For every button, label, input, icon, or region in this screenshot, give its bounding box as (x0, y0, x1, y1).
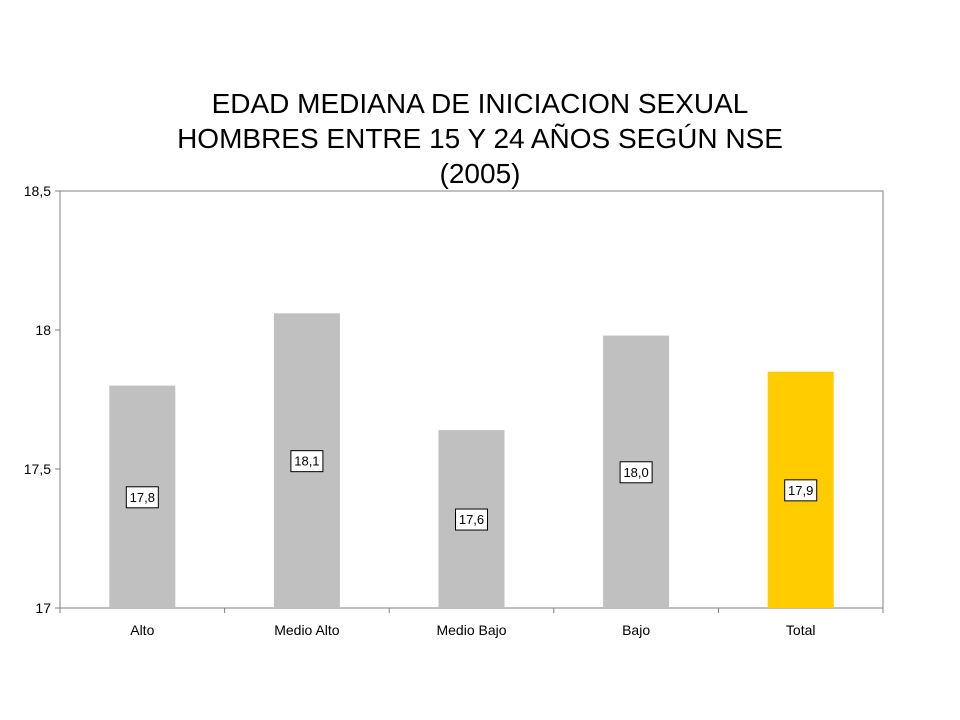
data-label: 18,1 (294, 454, 319, 469)
x-tick-label: Bajo (622, 622, 650, 638)
data-label-box (619, 461, 653, 484)
chart-title-line-3: (2005) (439, 158, 521, 189)
x-tick-label: Total (786, 622, 816, 638)
data-label-box (455, 508, 488, 531)
data-label: 17,8 (130, 490, 155, 505)
y-tick-label: 17 (35, 600, 51, 616)
data-label-box (125, 486, 159, 509)
chart-title: EDAD MEDIANA DE INICIACION SEXUAL HOMBRE… (0, 86, 960, 191)
y-tick-label: 17,5 (24, 461, 51, 477)
x-tick-label: Alto (130, 622, 154, 638)
data-label: 18,0 (623, 465, 648, 480)
chart-title-line-2: HOMBRES ENTRE 15 Y 24 AÑOS SEGÚN NSE (177, 123, 783, 154)
data-label-box (290, 450, 324, 473)
data-label: 17,6 (459, 512, 484, 527)
y-tick-label: 18 (35, 322, 51, 338)
chart-marks: 17 17,5 18 18,5 17,8 Alto 18,1 Medio Alto 17,6 Me… (24, 183, 884, 638)
y-tick-label: 18,5 (24, 183, 51, 199)
x-tick-label: Medio Bajo (436, 622, 506, 638)
data-label-box (784, 479, 818, 502)
chart-title-line-1: EDAD MEDIANA DE INICIACION SEXUAL (211, 88, 749, 119)
data-label: 17,9 (788, 483, 813, 498)
x-tick-label: Medio Alto (274, 622, 340, 638)
